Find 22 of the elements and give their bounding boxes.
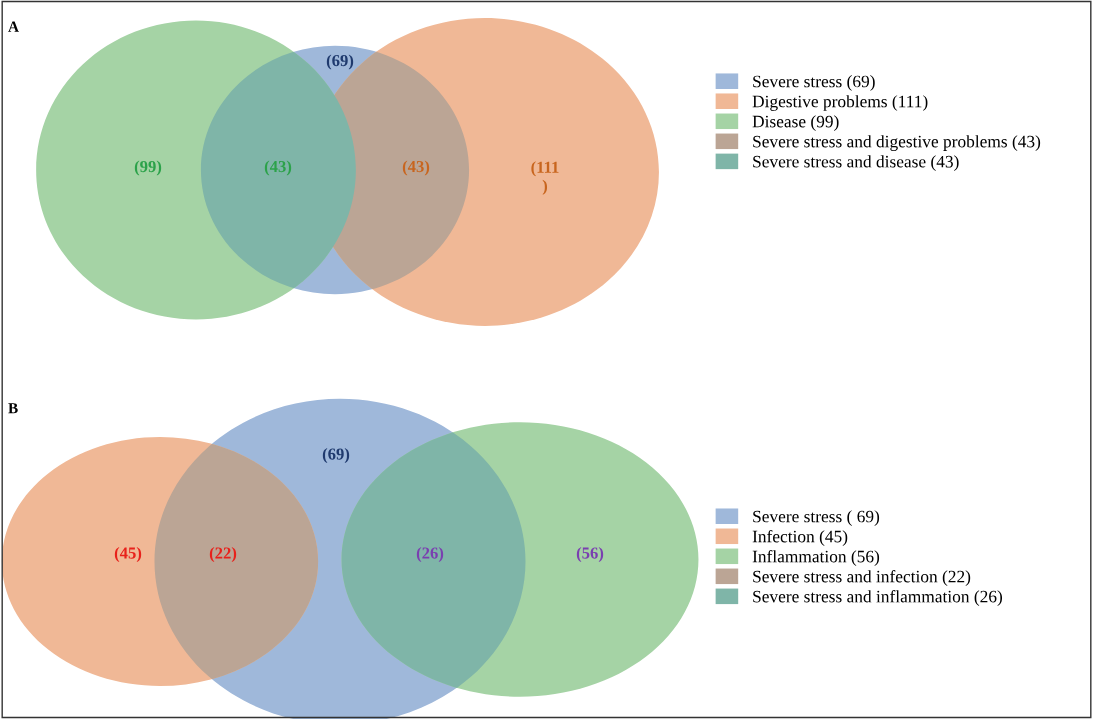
data-label: (22) [209, 546, 237, 563]
category-label: Severe stress and inflammation (26) [753, 590, 1003, 606]
data-label: (56) [576, 546, 604, 563]
data-label: (45) [114, 546, 142, 563]
data-label: (69) [322, 447, 350, 464]
category-label: Severe stress (69) [753, 75, 875, 91]
category-label: Severe stress and infection (22) [753, 570, 971, 586]
data-label: (43) [402, 160, 430, 176]
data-label: (99) [134, 160, 162, 176]
text: A [8, 21, 19, 32]
category-label: Infection (45) [752, 529, 848, 546]
category-label: Severe stress and digestive problems (43) [753, 135, 1041, 151]
data-label: (26) [416, 546, 444, 563]
category-label: Severe stress and disease (43) [753, 155, 959, 172]
data-label: (43) [264, 160, 292, 176]
category-label: Digestive problems (111) [752, 95, 928, 111]
data-label: (111 ) [531, 161, 559, 195]
category-label: Inflammation (56) [752, 550, 880, 566]
category-label: Disease (99) [752, 115, 839, 131]
text: B [8, 403, 18, 414]
data-label: (69) [326, 54, 354, 70]
category-label: Severe stress ( 69) [753, 510, 880, 526]
